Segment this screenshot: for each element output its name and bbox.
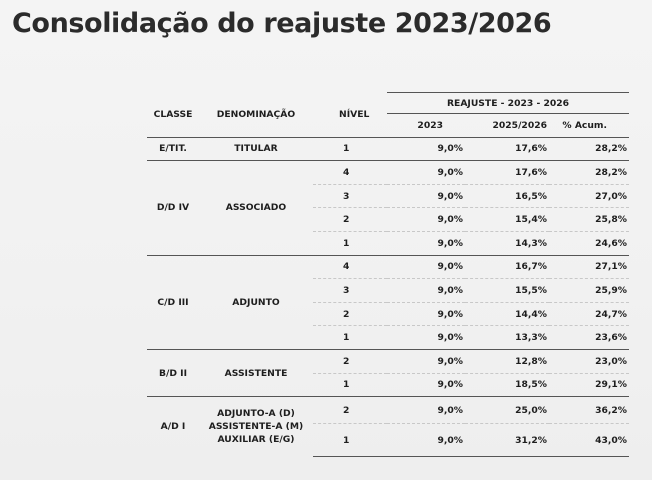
- denominacao-line: TITULAR: [234, 143, 278, 155]
- value-2023-cell: 9,0%: [387, 254, 465, 279]
- value-2023-cell: 9,0%: [387, 423, 465, 458]
- nivel-cell: 4: [313, 160, 387, 185]
- table-row: 2 9,0% 14,4% 24,7%: [147, 301, 629, 326]
- table-row: 1 9,0% 18,5% 29,1%: [147, 372, 629, 397]
- value-2025-2026-cell: 17,6%: [465, 160, 549, 185]
- value-acumulado-cell: 25,9%: [549, 278, 629, 303]
- denominacao-cell: ADJUNTO: [199, 254, 313, 350]
- nivel-cell: 3: [313, 278, 387, 303]
- table-row: D/D IV ASSOCIADO 4 9,0% 17,6% 28,2%: [147, 160, 629, 256]
- value-2025-2026-cell: 15,4%: [465, 207, 549, 232]
- header-acumulado: % Acum.: [549, 113, 629, 138]
- value-2025-2026-cell: 16,5%: [465, 183, 549, 208]
- table-row: 3 9,0% 16,5% 27,0%: [147, 183, 629, 208]
- denominacao-line: ASSISTENTE: [224, 367, 288, 379]
- header-nivel: NÍVEL: [339, 109, 370, 121]
- table-row: E/TIT. TITULAR 1 9,0% 17,6% 28,2%: [147, 136, 629, 161]
- value-2023-cell: 9,0%: [387, 207, 465, 232]
- value-acumulado-cell: 23,0%: [549, 348, 629, 374]
- page-title: Consolidação do reajuste 2023/2026: [12, 8, 552, 39]
- value-2025-2026-cell: 25,0%: [465, 396, 549, 424]
- header-row-sub: 2023 2025/2026 % Acum.: [147, 113, 629, 138]
- nivel-cell: 1: [313, 423, 387, 458]
- value-2023-cell: 9,0%: [387, 348, 465, 374]
- value-2025-2026-cell: 14,4%: [465, 301, 549, 326]
- reajuste-table-container: CLASSE DENOMINAÇÃO NÍVEL REAJUSTE - 2023…: [147, 92, 629, 458]
- value-2023-cell: 9,0%: [387, 230, 465, 256]
- table-body: E/TIT. TITULAR 1 9,0% 17,6% 28,2% D/D IV ASSOCI…: [147, 136, 629, 458]
- nivel-cell: 2: [313, 207, 387, 232]
- nivel-cell: 4: [313, 254, 387, 279]
- value-acumulado-cell: 28,2%: [549, 160, 629, 185]
- table-row: 1 9,0% 31,2% 43,0%: [147, 423, 629, 458]
- header-reajuste-group: REAJUSTE - 2023 - 2026: [387, 92, 629, 114]
- value-acumulado-cell: 27,1%: [549, 254, 629, 279]
- value-acumulado-cell: 29,1%: [549, 372, 629, 397]
- header-2025-2026: 2025/2026: [465, 113, 549, 138]
- value-2025-2026-cell: 15,5%: [465, 278, 549, 303]
- nivel-cell: 1: [313, 325, 387, 350]
- value-acumulado-cell: 25,8%: [549, 207, 629, 232]
- classe-cell: E/TIT.: [147, 136, 199, 161]
- classe-cell: A/D I: [147, 396, 199, 457]
- classe-cell: C/D III: [147, 254, 199, 350]
- reajuste-table: CLASSE DENOMINAÇÃO NÍVEL REAJUSTE - 2023…: [147, 92, 629, 458]
- nivel-cell: 2: [313, 348, 387, 374]
- denominacao-cell: ADJUNTO-A (D) ASSISTENTE-A (M) AUXILIAR (E…: [199, 396, 313, 457]
- header-2023: 2023: [387, 113, 465, 138]
- denominacao-cell: ASSOCIADO: [199, 160, 313, 256]
- classe-cell: D/D IV: [147, 160, 199, 256]
- value-acumulado-cell: 43,0%: [549, 423, 629, 458]
- value-acumulado-cell: 23,6%: [549, 325, 629, 350]
- value-2025-2026-cell: 12,8%: [465, 348, 549, 374]
- value-acumulado-cell: 24,7%: [549, 301, 629, 326]
- value-2025-2026-cell: 18,5%: [465, 372, 549, 397]
- header-denominacao: DENOMINAÇÃO: [216, 109, 296, 121]
- table-row: A/D I ADJUNTO-A (D) ASSISTENTE-A (M) AUXILI…: [147, 396, 629, 457]
- value-2025-2026-cell: 17,6%: [465, 136, 549, 161]
- table-row: 1 9,0% 14,3% 24,6%: [147, 230, 629, 256]
- table-row: 3 9,0% 15,5% 25,9%: [147, 278, 629, 303]
- value-2023-cell: 9,0%: [387, 136, 465, 161]
- value-acumulado-cell: 27,0%: [549, 183, 629, 208]
- value-2023-cell: 9,0%: [387, 372, 465, 397]
- value-2023-cell: 9,0%: [387, 396, 465, 424]
- value-2025-2026-cell: 13,3%: [465, 325, 549, 350]
- table-row: B/D II ASSISTENTE 2 9,0% 12,8% 23,0%: [147, 348, 629, 397]
- denominacao-line: ADJUNTO-A (D): [217, 408, 295, 420]
- value-2025-2026-cell: 31,2%: [465, 423, 549, 458]
- nivel-cell: 2: [313, 301, 387, 326]
- denominacao-cell: ASSISTENTE: [199, 348, 313, 397]
- nivel-cell: 1: [313, 372, 387, 397]
- nivel-cell: 2: [313, 396, 387, 424]
- value-2023-cell: 9,0%: [387, 183, 465, 208]
- classe-cell: B/D II: [147, 348, 199, 397]
- table-row: C/D III ADJUNTO 4 9,0% 16,7% 27,1%: [147, 254, 629, 350]
- denominacao-line: ASSOCIADO: [225, 202, 287, 214]
- value-2023-cell: 9,0%: [387, 325, 465, 350]
- value-2025-2026-cell: 14,3%: [465, 230, 549, 256]
- value-2025-2026-cell: 16,7%: [465, 254, 549, 279]
- value-acumulado-cell: 36,2%: [549, 396, 629, 424]
- denominacao-line: AUXILIAR (E/G): [217, 434, 295, 446]
- value-2023-cell: 9,0%: [387, 160, 465, 185]
- table-row: 2 9,0% 15,4% 25,8%: [147, 207, 629, 232]
- value-2023-cell: 9,0%: [387, 301, 465, 326]
- header-classe: CLASSE: [153, 109, 193, 121]
- denominacao-line: ADJUNTO: [232, 296, 280, 308]
- denominacao-cell: TITULAR: [199, 136, 313, 161]
- value-acumulado-cell: 24,6%: [549, 230, 629, 256]
- nivel-cell: 3: [313, 183, 387, 208]
- header-row-top: CLASSE DENOMINAÇÃO NÍVEL REAJUSTE - 2023…: [147, 92, 629, 120]
- nivel-cell: 1: [313, 230, 387, 256]
- denominacao-line: ASSISTENTE-A (M): [208, 421, 304, 433]
- value-2023-cell: 9,0%: [387, 278, 465, 303]
- table-row: 1 9,0% 13,3% 23,6%: [147, 325, 629, 350]
- nivel-cell: 1: [313, 136, 387, 161]
- value-acumulado-cell: 28,2%: [549, 136, 629, 161]
